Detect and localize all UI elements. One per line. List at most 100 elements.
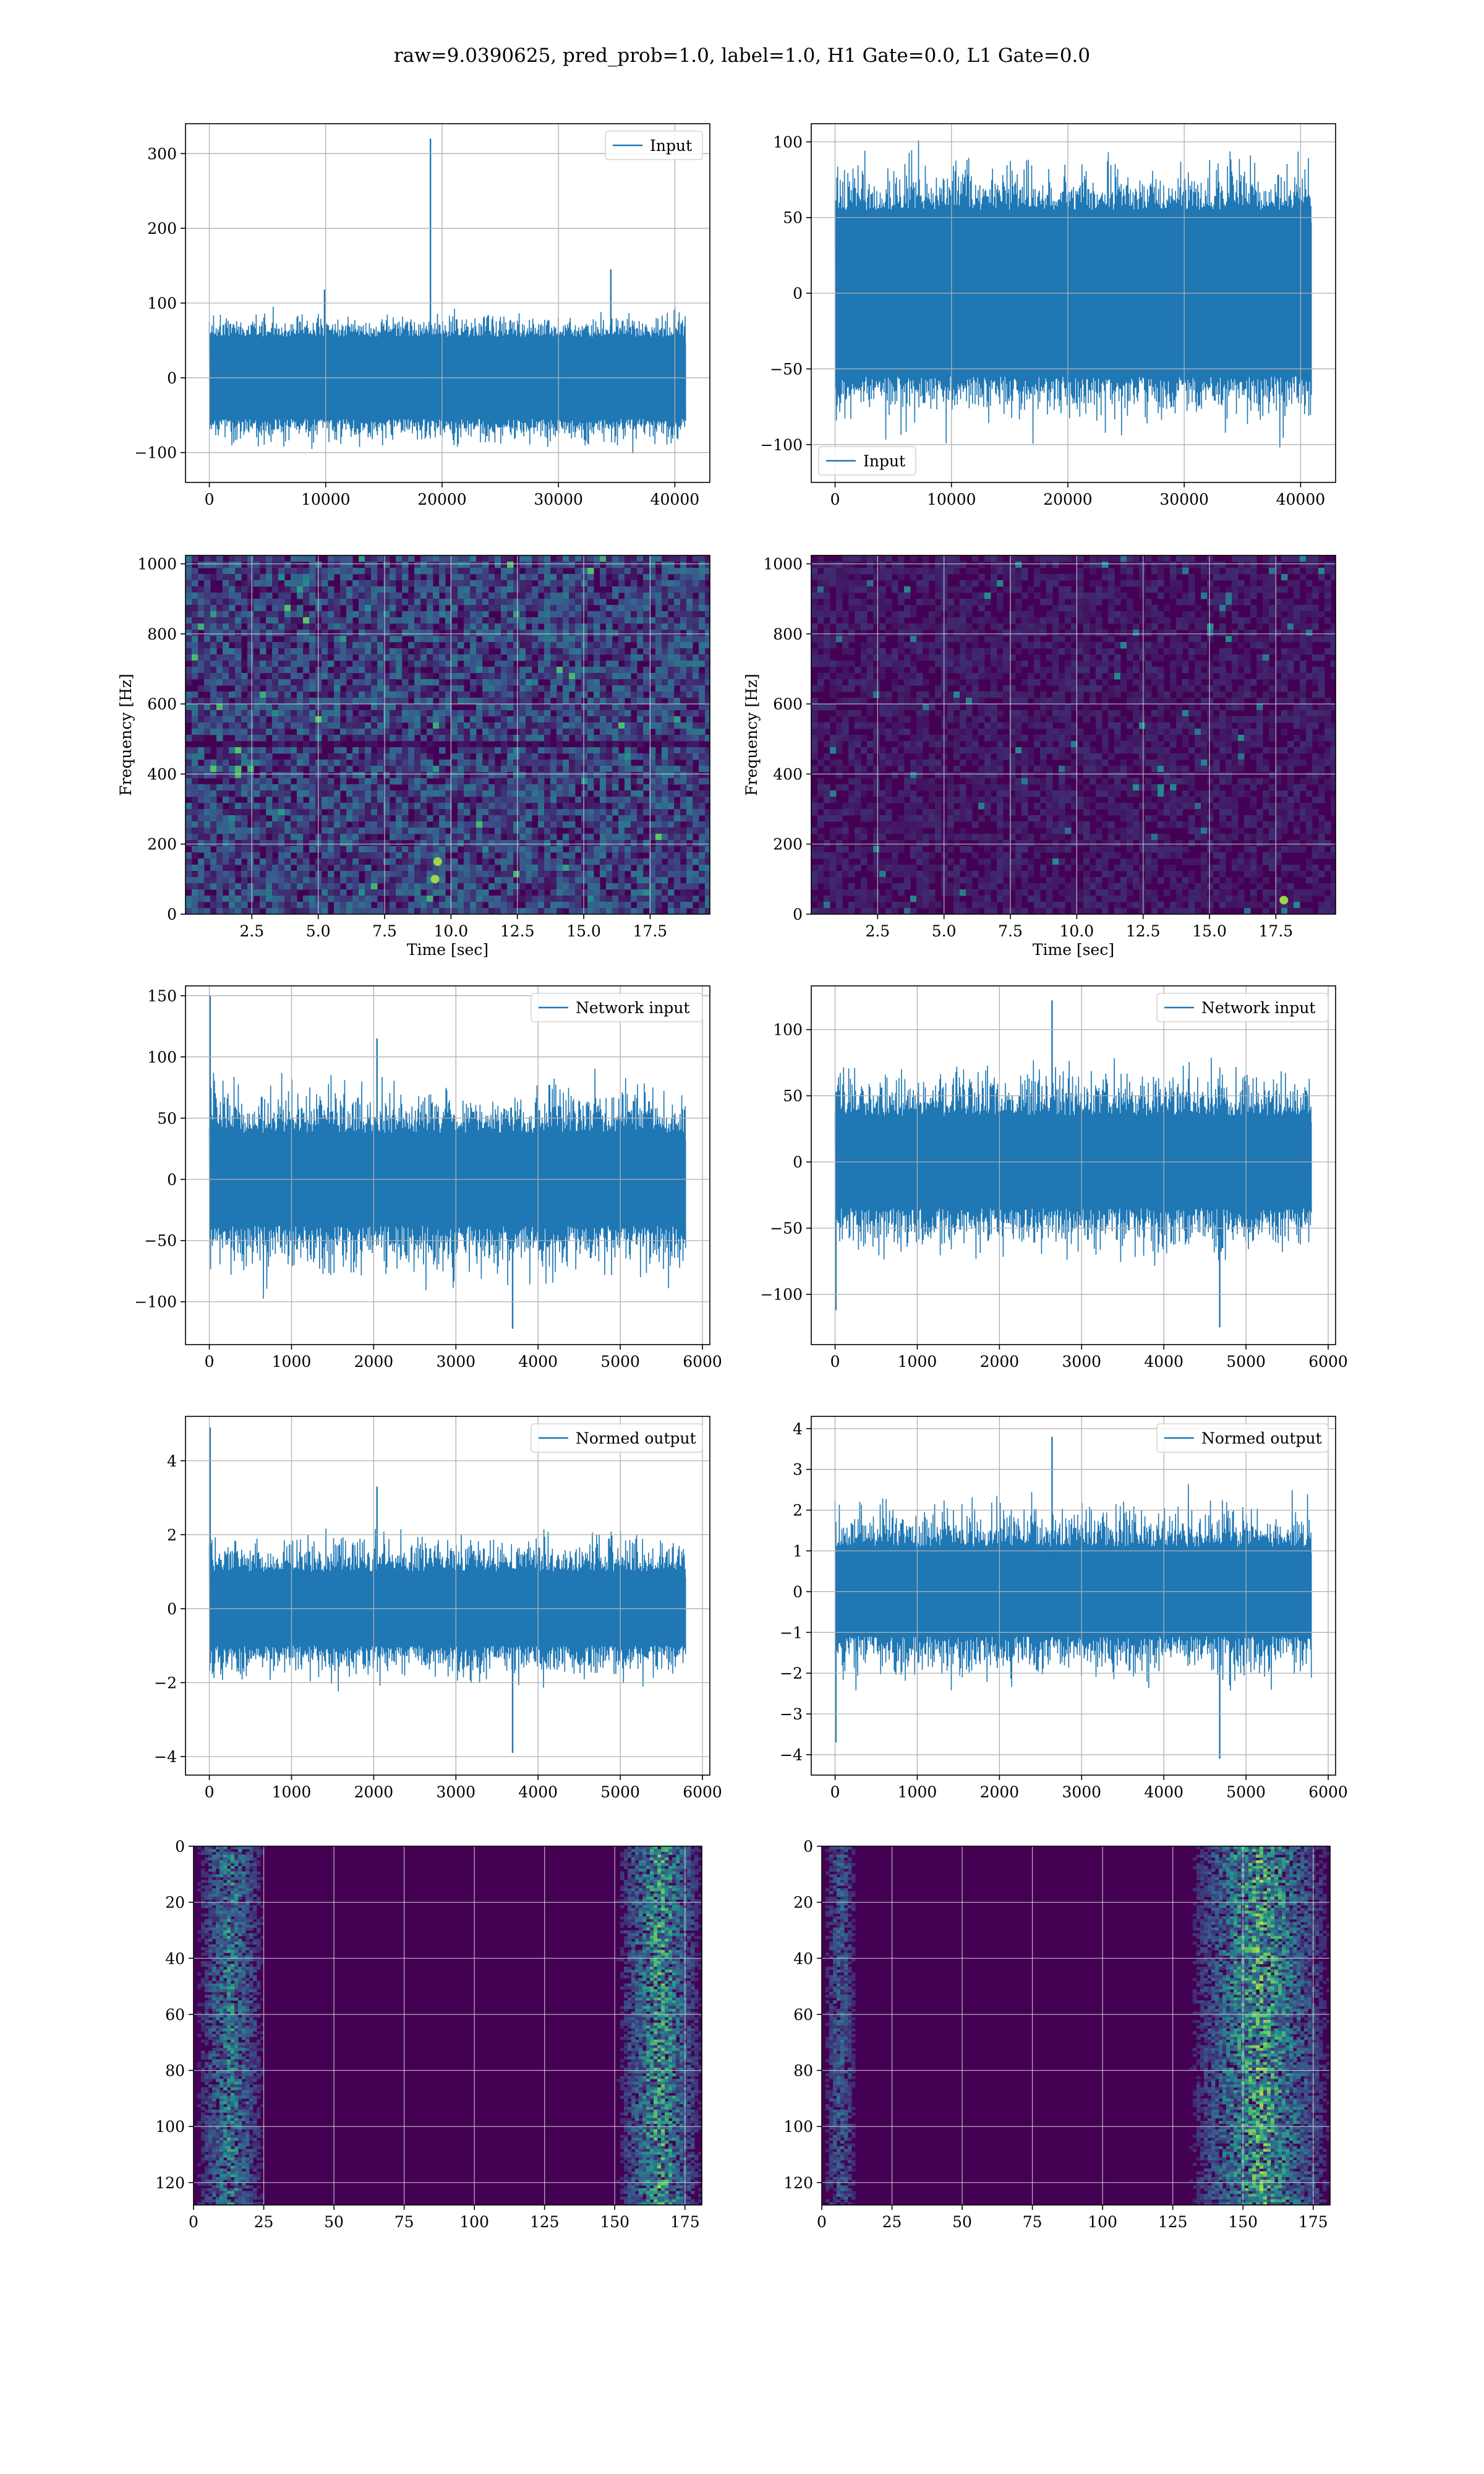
spectrogram-h1-ytick-label: 400 <box>147 765 177 783</box>
feature-map-l1-ytick-label: 80 <box>793 2062 813 2080</box>
feature-map-l1-ytick-label: 40 <box>793 1950 813 1967</box>
spectrogram-l1-xtick-label: 2.5 <box>865 922 890 940</box>
feature-map-l1-xtick-label: 125 <box>1158 2213 1188 2231</box>
network-input-l1-ytick-label: −100 <box>760 1286 803 1304</box>
feature-map-h1-xtick-label: 50 <box>324 2213 344 2231</box>
feature-map-h1-ytick-label: 20 <box>165 1894 185 1912</box>
normed-output-l1-xtick-label: 2000 <box>980 1783 1020 1801</box>
input-h1-legend: Input <box>605 131 703 160</box>
input-h1-plot-area <box>208 139 686 454</box>
feature-map-l1-xtick-label: 50 <box>952 2213 972 2231</box>
normed-output-h1-ytick-label: −4 <box>154 1748 177 1766</box>
network-input-h1-plot-area <box>208 995 686 1329</box>
spectrogram-l1-xtick-label: 17.5 <box>1259 922 1294 940</box>
normed-output-l1-xtick-label: 4000 <box>1144 1783 1183 1801</box>
spectrogram-h1-ytick-label: 200 <box>147 836 177 854</box>
spectrogram-h1-ylabel: Frequency [Hz] <box>117 674 135 796</box>
input-l1-xtick-label: 30000 <box>1159 490 1209 508</box>
input-l1-legend: Input <box>818 446 916 476</box>
spectrogram-h1-ytick-label: 0 <box>167 905 177 923</box>
normed-output-h1-xtick-label: 4000 <box>518 1783 558 1801</box>
normed-output-l1-xtick-label: 0 <box>830 1783 840 1801</box>
normed-output-h1-ytick-label: 0 <box>167 1600 177 1618</box>
feature-map-l1-xtick-label: 75 <box>1023 2213 1043 2231</box>
network-input-h1-legend: Network input <box>531 993 703 1022</box>
network-input-l1-grid <box>811 986 1336 1345</box>
network-input-h1-frame <box>185 985 710 1345</box>
normed-output-h1-xtick-label: 6000 <box>683 1783 722 1801</box>
normed-output-h1-xtick-label: 3000 <box>436 1783 475 1801</box>
feature-map-l1-xtick-label: 25 <box>882 2213 902 2231</box>
figure-suptitle: raw=9.0390625, pred_prob=1.0, label=1.0,… <box>394 45 1090 67</box>
spectrogram-l1-plot-area <box>811 555 1336 914</box>
feature-map-l1-xtick-label: 175 <box>1298 2213 1328 2231</box>
network-input-l1-xtick-label: 5000 <box>1226 1353 1266 1371</box>
spectrogram-l1-xtick-label: 15.0 <box>1192 922 1227 940</box>
input-h1-xtick-label: 0 <box>205 490 215 508</box>
feature-map-l1-ytick-label: 120 <box>783 2174 813 2192</box>
normed-output-h1-frame <box>185 1416 710 1776</box>
normed-output-l1-xtick-label: 5000 <box>1226 1783 1266 1801</box>
input-h1-legend-label: Input <box>650 137 692 155</box>
spectrogram-h1-xtick-label: 2.5 <box>239 922 264 940</box>
spectrogram-h1-ytick-label: 800 <box>147 625 177 643</box>
input-h1-xtick-label: 20000 <box>417 490 467 508</box>
network-input-h1-ytick-label: 50 <box>157 1110 177 1128</box>
network-input-l1-legend-label: Network input <box>1201 999 1315 1017</box>
feature-map-h1-ytick-label: 120 <box>155 2174 185 2192</box>
network-input-h1-xtick-label: 0 <box>205 1353 215 1371</box>
normed-output-h1-legend: Normed output <box>531 1423 703 1453</box>
normed-output-h1-xtick-label: 1000 <box>272 1783 312 1801</box>
normed-output-l1-ytick-label: 1 <box>793 1543 803 1560</box>
network-input-h1-xtick-label: 3000 <box>436 1353 475 1371</box>
normed-output-h1-xtick-label: 5000 <box>600 1783 640 1801</box>
network-input-l1-ytick-label: 100 <box>773 1021 803 1039</box>
network-input-l1-frame <box>811 985 1336 1345</box>
network-input-l1-ytick-label: −50 <box>770 1220 803 1238</box>
feature-map-h1-xtick-label: 75 <box>394 2213 414 2231</box>
spectrogram-l1-xtick-label: 7.5 <box>998 922 1023 940</box>
feature-map-h1-xtick-label: 175 <box>670 2213 700 2231</box>
network-input-h1-legend-label: Network input <box>576 999 689 1017</box>
input-l1-legend-label: Input <box>863 452 905 470</box>
spectrogram-h1-xtick-label: 17.5 <box>633 922 668 940</box>
normed-output-l1-legend-label: Normed output <box>1201 1429 1322 1447</box>
input-l1-ytick-label: 0 <box>793 285 803 302</box>
spectrogram-l1-xlabel: Time [sec] <box>1033 941 1114 959</box>
feature-map-l1-xtick-label: 0 <box>817 2213 827 2231</box>
spectrogram-h1-plot-area <box>186 555 710 914</box>
normed-output-l1-legend: Normed output <box>1156 1423 1329 1453</box>
input-l1-panel: 0 10000 20000 30000 40000 −100 −50 0 50 100 Input <box>760 123 1336 508</box>
network-input-l1-xtick-label: 0 <box>830 1353 840 1371</box>
normed-output-h1-ytick-label: 4 <box>167 1452 177 1470</box>
network-input-l1-ytick-label: 50 <box>783 1087 803 1105</box>
normed-output-h1-xtick-label: 2000 <box>354 1783 394 1801</box>
normed-output-h1-ytick-label: 2 <box>167 1526 177 1544</box>
feature-map-h1-xtick-label: 100 <box>459 2213 489 2231</box>
network-input-h1-ytick-label: 100 <box>147 1048 177 1066</box>
feature-map-h1-ytick-label: 0 <box>175 1838 185 1856</box>
feature-map-l1-ytick-label: 60 <box>793 2006 813 2024</box>
input-h1-ytick-label: 300 <box>147 145 177 163</box>
input-l1-xtick-label: 20000 <box>1043 490 1093 508</box>
network-input-l1-panel: 0 1000 2000 3000 4000 5000 6000 −100 −50 0 50 100 Ne… <box>760 985 1348 1371</box>
feature-map-h1-ytick-label: 40 <box>165 1950 185 1967</box>
input-l1-frame <box>811 123 1336 483</box>
network-input-l1-xtick-label: 4000 <box>1144 1353 1183 1371</box>
input-h1-grid <box>186 124 710 482</box>
input-l1-xtick-label: 0 <box>830 490 840 508</box>
spectrogram-h1-xtick-label: 5.0 <box>306 922 331 940</box>
feature-map-h1-plot-area <box>194 1846 702 2205</box>
feature-map-h1-xtick-label: 150 <box>600 2213 629 2231</box>
network-input-l1-xtick-label: 1000 <box>898 1353 937 1371</box>
normed-output-l1-panel: 0 1000 2000 3000 4000 5000 6000 −4 −3 −2 −1 0 1 2 3 4 No… <box>780 1416 1348 1801</box>
feature-map-l1-xtick-label: 100 <box>1088 2213 1117 2231</box>
input-l1-xtick-label: 40000 <box>1276 490 1326 508</box>
spectrogram-h1-ytick-label: 1000 <box>137 555 177 573</box>
spectrogram-l1-ytick-label: 600 <box>773 695 803 713</box>
feature-map-h1-frame <box>193 1846 702 2206</box>
normed-output-l1-frame <box>811 1416 1336 1776</box>
spectrogram-l1-grid <box>811 555 1336 915</box>
input-h1-panel: 0 10000 20000 30000 40000 −100 0 100 200 300 Input <box>134 123 710 508</box>
